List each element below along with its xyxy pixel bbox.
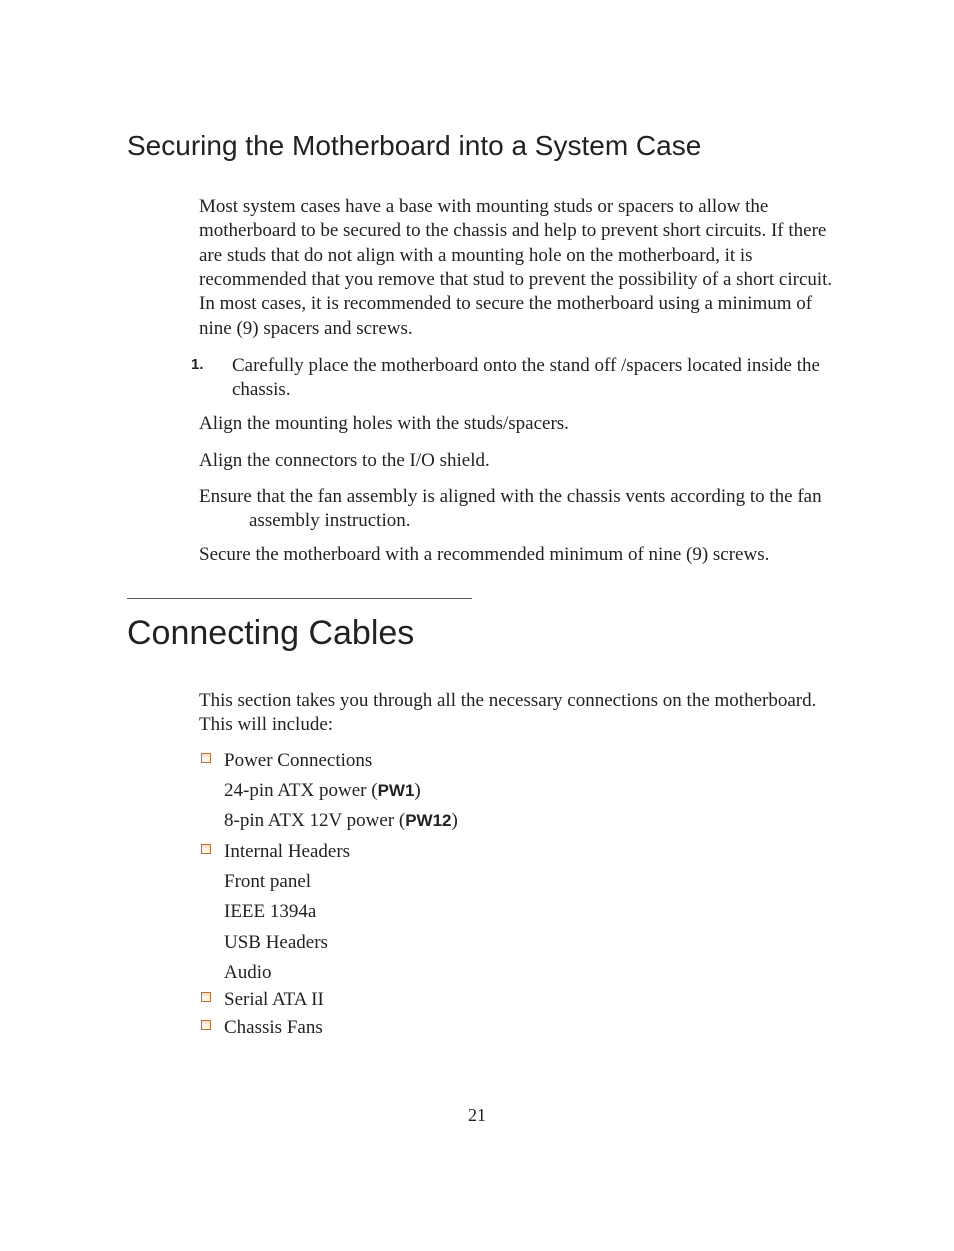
bullet-serial-ata: Serial ATA II xyxy=(199,988,839,1012)
bullet-icon xyxy=(201,992,211,1002)
fan-assembly-text: Ensure that the fan assembly is aligned … xyxy=(199,485,839,534)
numbered-step-1: 1. Carefully place the motherboard onto … xyxy=(199,354,839,403)
document-page: Securing the Motherboard into a System C… xyxy=(0,0,954,1251)
align-connectors-text: Align the connectors to the I/O shield. xyxy=(199,449,839,473)
connecting-intro: This section takes you through all the n… xyxy=(199,689,839,738)
section-heading-connecting: Connecting Cables xyxy=(127,614,414,653)
sub-ieee1394a: IEEE 1394a xyxy=(224,900,824,924)
bullet-chassis-fans: Chassis Fans xyxy=(199,1016,839,1040)
bullet-power-connections: Power Connections xyxy=(199,749,839,773)
bullet-internal-headers: Internal Headers xyxy=(199,840,839,864)
bullet-label: Internal Headers xyxy=(224,840,839,864)
section-heading-securing: Securing the Motherboard into a System C… xyxy=(127,130,701,162)
sub-audio: Audio xyxy=(224,961,824,985)
secure-motherboard-text: Secure the motherboard with a recommende… xyxy=(199,543,839,567)
sub-usb-headers: USB Headers xyxy=(224,931,824,955)
step-text: Carefully place the motherboard onto the… xyxy=(232,354,839,403)
bullet-label: Power Connections xyxy=(224,749,839,773)
bullet-icon xyxy=(201,1020,211,1030)
step-number: 1. xyxy=(191,355,204,374)
sub-24pin: 24-pin ATX power (PW1) xyxy=(224,779,824,803)
bullet-label: Serial ATA II xyxy=(224,988,839,1012)
page-number: 21 xyxy=(0,1105,954,1126)
bullet-label: Chassis Fans xyxy=(224,1016,839,1040)
sub-8pin: 8-pin ATX 12V power (PW12) xyxy=(224,809,824,833)
bullet-icon xyxy=(201,844,211,854)
section-divider xyxy=(127,598,472,599)
align-holes-text: Align the mounting holes with the studs/… xyxy=(199,412,839,436)
bullet-icon xyxy=(201,753,211,763)
intro-paragraph: Most system cases have a base with mount… xyxy=(199,195,839,341)
sub-front-panel: Front panel xyxy=(224,870,824,894)
